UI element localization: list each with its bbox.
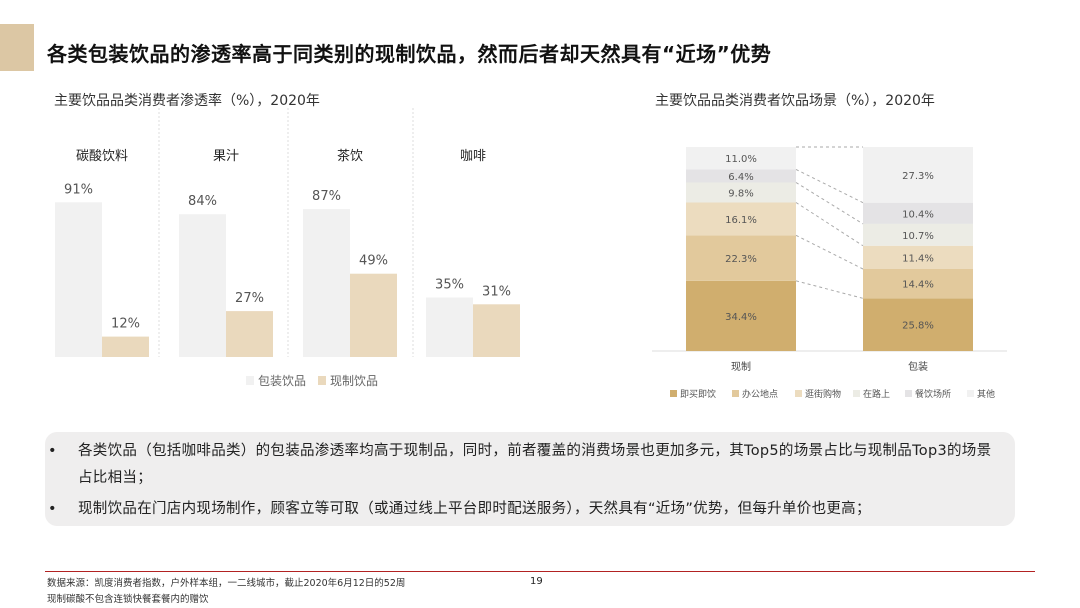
segment-label: 10.4% [902, 209, 934, 220]
data-label: 12% [111, 317, 140, 332]
segment-label: 9.8% [728, 188, 753, 199]
stacked-segment [863, 223, 973, 246]
legend-swatch [732, 390, 739, 397]
legend-swatch [905, 390, 912, 397]
title-accent-block [0, 24, 34, 71]
bar-fresh [350, 273, 397, 357]
data-label: 87% [312, 189, 341, 204]
legend-label: 现制饮品 [330, 374, 378, 388]
summary-box [45, 432, 1015, 526]
legend-swatch [318, 376, 326, 385]
connector-line [795, 234, 864, 270]
legend-label: 办公地点 [742, 388, 778, 400]
bullet-1: • 各类饮品（包括咖啡品类）的包装品渗透率均高于现制品，同时，前者覆盖的消费场景… [48, 438, 1003, 492]
legend-label: 其他 [977, 388, 995, 400]
footer-source: 数据来源：凯度消费者指数，户外样本组，一二线城市，截止2020年6月12日的52… [47, 578, 406, 589]
legend-swatch [853, 390, 860, 397]
stacked-segment [686, 202, 796, 236]
bar-fresh [102, 336, 149, 357]
data-label: 35% [435, 278, 464, 293]
stacked-segment [863, 298, 973, 351]
legend-label: 逛街购物 [805, 388, 841, 400]
segment-label: 11.0% [725, 154, 757, 165]
data-label: 49% [359, 254, 388, 269]
bar-packaged [55, 202, 102, 357]
bullet-text: 现制饮品在门店内现场制作，顾客立等可取（或通过线上平台即时配送服务），天然具有“… [78, 501, 871, 517]
category-label: 茶饮 [337, 148, 363, 164]
legend-label: 餐饮场所 [915, 388, 951, 400]
stacked-segment [686, 235, 796, 281]
connector-line [795, 280, 864, 299]
page-number: 19 [530, 576, 543, 587]
page-title: 各类包装饮品的渗透率高于同类别的现制饮品，然而后者却天然具有“近场”优势 [47, 42, 772, 66]
footer-divider [45, 571, 1035, 572]
category-label: 现制 [731, 360, 751, 373]
category-label: 包装 [908, 360, 928, 373]
data-label: 91% [64, 182, 93, 197]
legend-label: 在路上 [863, 388, 890, 400]
bar-fresh [226, 311, 273, 357]
bullet-dot: • [48, 443, 57, 459]
legend-swatch [967, 390, 974, 397]
segment-label: 16.1% [725, 215, 757, 226]
bar-packaged [179, 214, 226, 357]
category-label: 碳酸饮料 [76, 149, 128, 164]
legend-label: 即买即饮 [680, 388, 716, 400]
segment-label: 25.8% [902, 321, 934, 332]
bar-packaged [426, 297, 473, 357]
segment-label: 10.7% [902, 231, 934, 242]
bar-fresh [473, 304, 520, 357]
segment-label: 34.4% [725, 312, 757, 323]
data-label: 27% [235, 291, 264, 306]
legend-swatch [670, 390, 677, 397]
right-chart-title: 主要饮品品类消费者饮品场景（%），2020年 [655, 93, 935, 109]
legend-swatch [246, 376, 254, 385]
bullet-text: 各类饮品（包括咖啡品类）的包装品渗透率均高于现制品，同时，前者覆盖的消费场景也更… [78, 443, 992, 486]
data-label: 31% [482, 284, 511, 299]
category-label: 咖啡 [460, 149, 486, 164]
stacked-segment [686, 182, 796, 203]
connector-line [795, 168, 864, 204]
connector-line [795, 202, 864, 247]
stacked-segment [863, 268, 973, 299]
segment-label: 22.3% [725, 254, 757, 265]
category-label: 果汁 [213, 149, 239, 164]
stacked-segment [686, 147, 796, 170]
bar-packaged [303, 209, 350, 357]
stacked-segment [863, 245, 973, 269]
stacked-segment [863, 202, 973, 224]
segment-label: 14.4% [902, 280, 934, 291]
bullet-dot: • [48, 501, 57, 517]
legend-swatch [795, 390, 802, 397]
legend-label: 包装饮品 [258, 374, 306, 388]
footer-note: 现制碳酸不包含连锁快餐套餐内的赠饮 [47, 594, 209, 605]
stacked-segment [863, 147, 973, 203]
stacked-segment [686, 280, 796, 351]
segment-label: 27.3% [902, 171, 934, 182]
charts-canvas: 碳酸饮料 91% 12% 果汁 84% 27% 茶饮 87% 49% 咖啡 35% 31% 包装饮品 现制… [55, 108, 1007, 400]
segment-label: 6.4% [728, 172, 753, 183]
bullet-2: • 现制饮品在门店内现场制作，顾客立等可取（或通过线上平台即时配送服务），天然具… [48, 496, 1003, 523]
left-chart-title: 主要饮品品类消费者渗透率（%），2020年 [54, 93, 320, 109]
data-label: 84% [188, 194, 217, 209]
connector-line [795, 182, 864, 225]
stacked-segment [686, 169, 796, 183]
segment-label: 11.4% [902, 253, 934, 264]
